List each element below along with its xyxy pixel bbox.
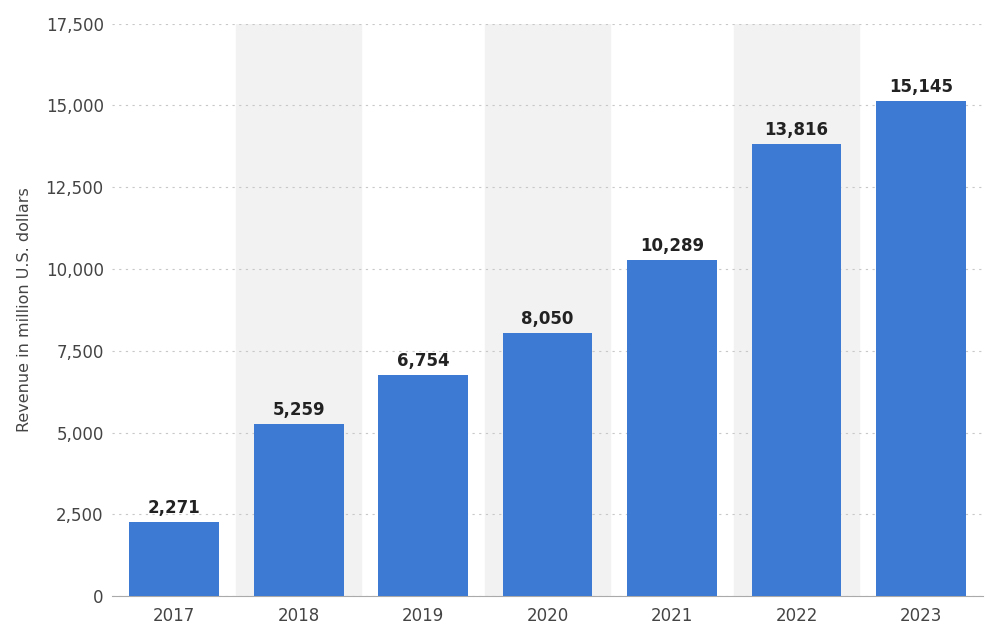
Y-axis label: Revenue in million U.S. dollars: Revenue in million U.S. dollars [17,187,32,432]
Text: 2,271: 2,271 [148,499,201,517]
Text: 8,050: 8,050 [521,310,574,328]
Text: 6,754: 6,754 [397,352,450,370]
Bar [129,522,219,596]
Text: 10,289: 10,289 [640,237,704,255]
Text: 13,816: 13,816 [765,121,829,139]
Bar [876,101,966,596]
Bar [378,375,468,596]
Text: 15,145: 15,145 [889,78,953,96]
Bar [752,144,841,596]
Bar [627,259,717,596]
Bar [254,424,344,596]
Bar [236,24,361,596]
Bar [734,24,859,596]
Bar [485,24,610,596]
Bar [503,333,592,596]
Text: 5,259: 5,259 [272,401,325,419]
